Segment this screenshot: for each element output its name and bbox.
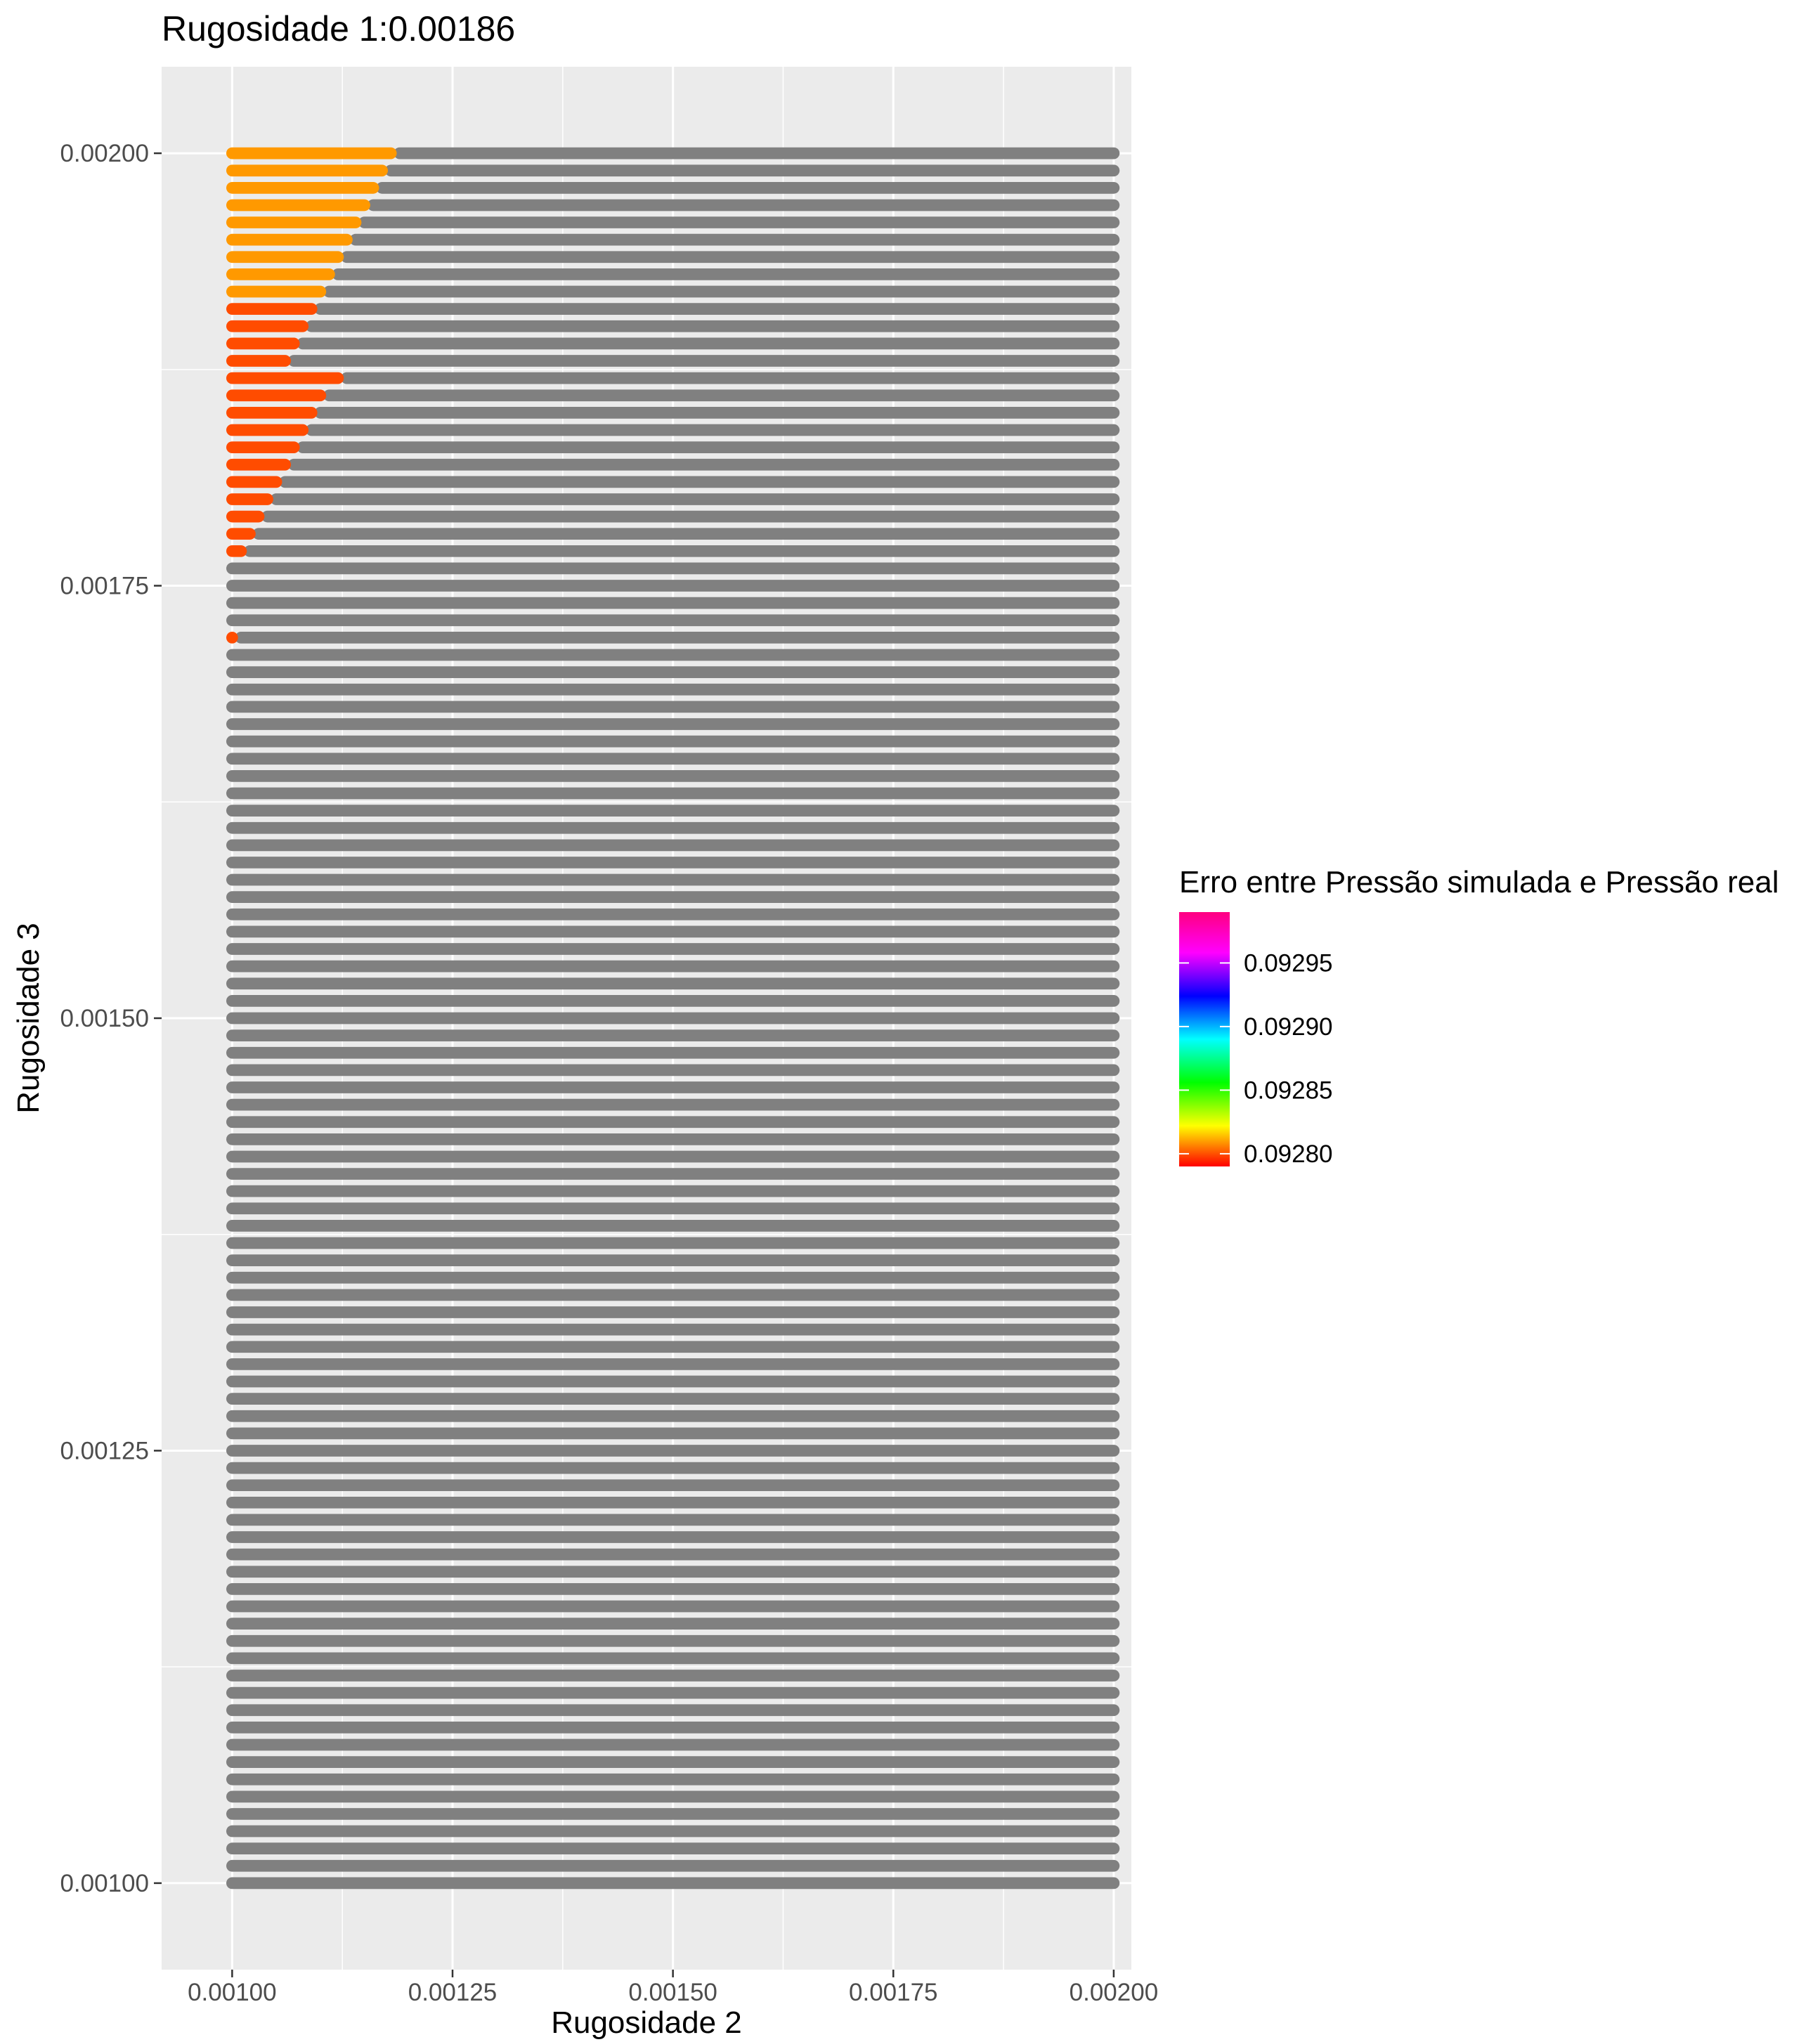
legend-label: 0.09295: [1244, 949, 1333, 977]
legend-ticks: 0.09280 0.09285 0.09290 0.09295: [1179, 949, 1333, 1168]
x-tick-label: 0.00100: [188, 1979, 277, 2006]
legend: Erro entre Pressão simulada e Pressão re…: [1179, 865, 1779, 1168]
na-point-rows: [226, 147, 1120, 1890]
y-tick-label: 0.00200: [60, 140, 149, 167]
legend-colorbar: [1179, 912, 1230, 1166]
y-axis-label: Rugosidade 3: [11, 923, 46, 1114]
legend-label: 0.09280: [1244, 1140, 1333, 1168]
x-tick-label: 0.00125: [408, 1979, 498, 2006]
y-tick-label: 0.00100: [60, 1870, 149, 1897]
y-axis-ticks: 0.00100 0.00125 0.00150 0.00175 0.00200: [60, 140, 162, 1897]
legend-label: 0.09285: [1244, 1077, 1333, 1104]
chart-title: Rugosidade 1:0.00186: [162, 9, 515, 48]
colored-point-rows: [226, 147, 397, 644]
x-axis-ticks: 0.00100 0.00125 0.00150 0.00175 0.00200: [188, 1970, 1158, 2006]
x-tick-label: 0.00200: [1070, 1979, 1159, 2006]
x-axis-label: Rugosidade 2: [551, 2005, 742, 2040]
x-tick-label: 0.00150: [628, 1979, 717, 2006]
y-tick-label: 0.00150: [60, 1005, 149, 1032]
legend-label: 0.09290: [1244, 1013, 1333, 1041]
y-tick-label: 0.00175: [60, 573, 149, 600]
y-tick-label: 0.00125: [60, 1437, 149, 1464]
x-tick-label: 0.00175: [849, 1979, 938, 2006]
legend-title: Erro entre Pressão simulada e Pressão re…: [1179, 865, 1779, 899]
